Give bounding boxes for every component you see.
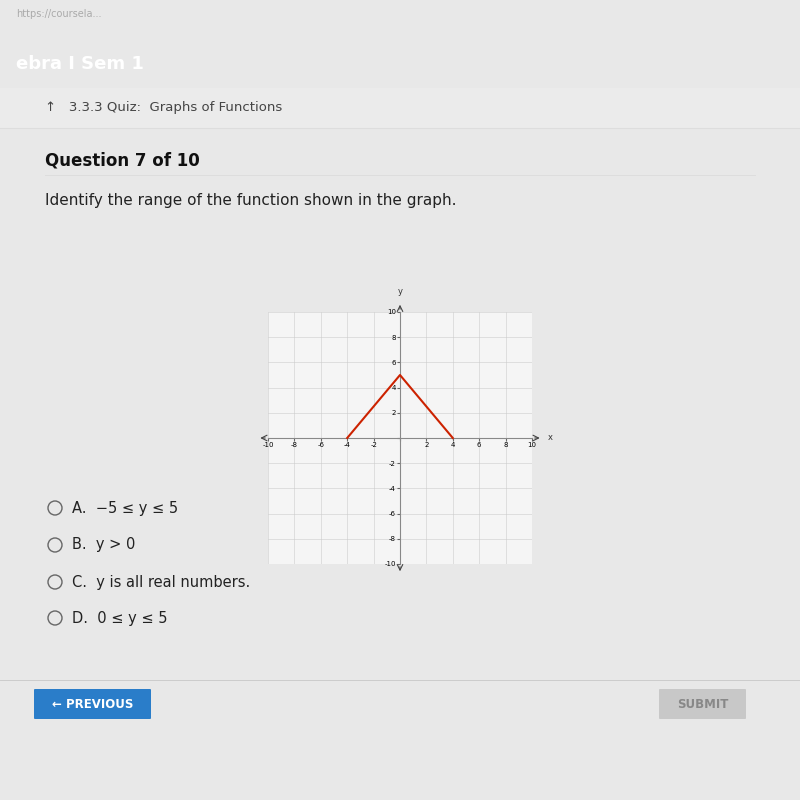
Text: ← PREVIOUS: ← PREVIOUS bbox=[52, 698, 133, 710]
Text: y: y bbox=[398, 286, 402, 296]
Text: ↑   3.3.3 Quiz:  Graphs of Functions: ↑ 3.3.3 Quiz: Graphs of Functions bbox=[45, 102, 282, 114]
Text: C.  y is all real numbers.: C. y is all real numbers. bbox=[72, 574, 250, 590]
Text: x: x bbox=[548, 434, 553, 442]
Text: https://coursela...: https://coursela... bbox=[16, 9, 102, 19]
Text: SUBMIT: SUBMIT bbox=[677, 698, 728, 710]
FancyBboxPatch shape bbox=[34, 689, 151, 719]
Text: B.  y > 0: B. y > 0 bbox=[72, 538, 135, 553]
Text: Identify the range of the function shown in the graph.: Identify the range of the function shown… bbox=[45, 193, 457, 207]
Text: D.  0 ≤ y ≤ 5: D. 0 ≤ y ≤ 5 bbox=[72, 610, 167, 626]
Text: ebra I Sem 1: ebra I Sem 1 bbox=[16, 55, 144, 73]
FancyBboxPatch shape bbox=[659, 689, 746, 719]
Text: Question 7 of 10: Question 7 of 10 bbox=[45, 151, 200, 169]
Text: A.  −5 ≤ y ≤ 5: A. −5 ≤ y ≤ 5 bbox=[72, 501, 178, 515]
Bar bbox=[0, 88, 800, 128]
